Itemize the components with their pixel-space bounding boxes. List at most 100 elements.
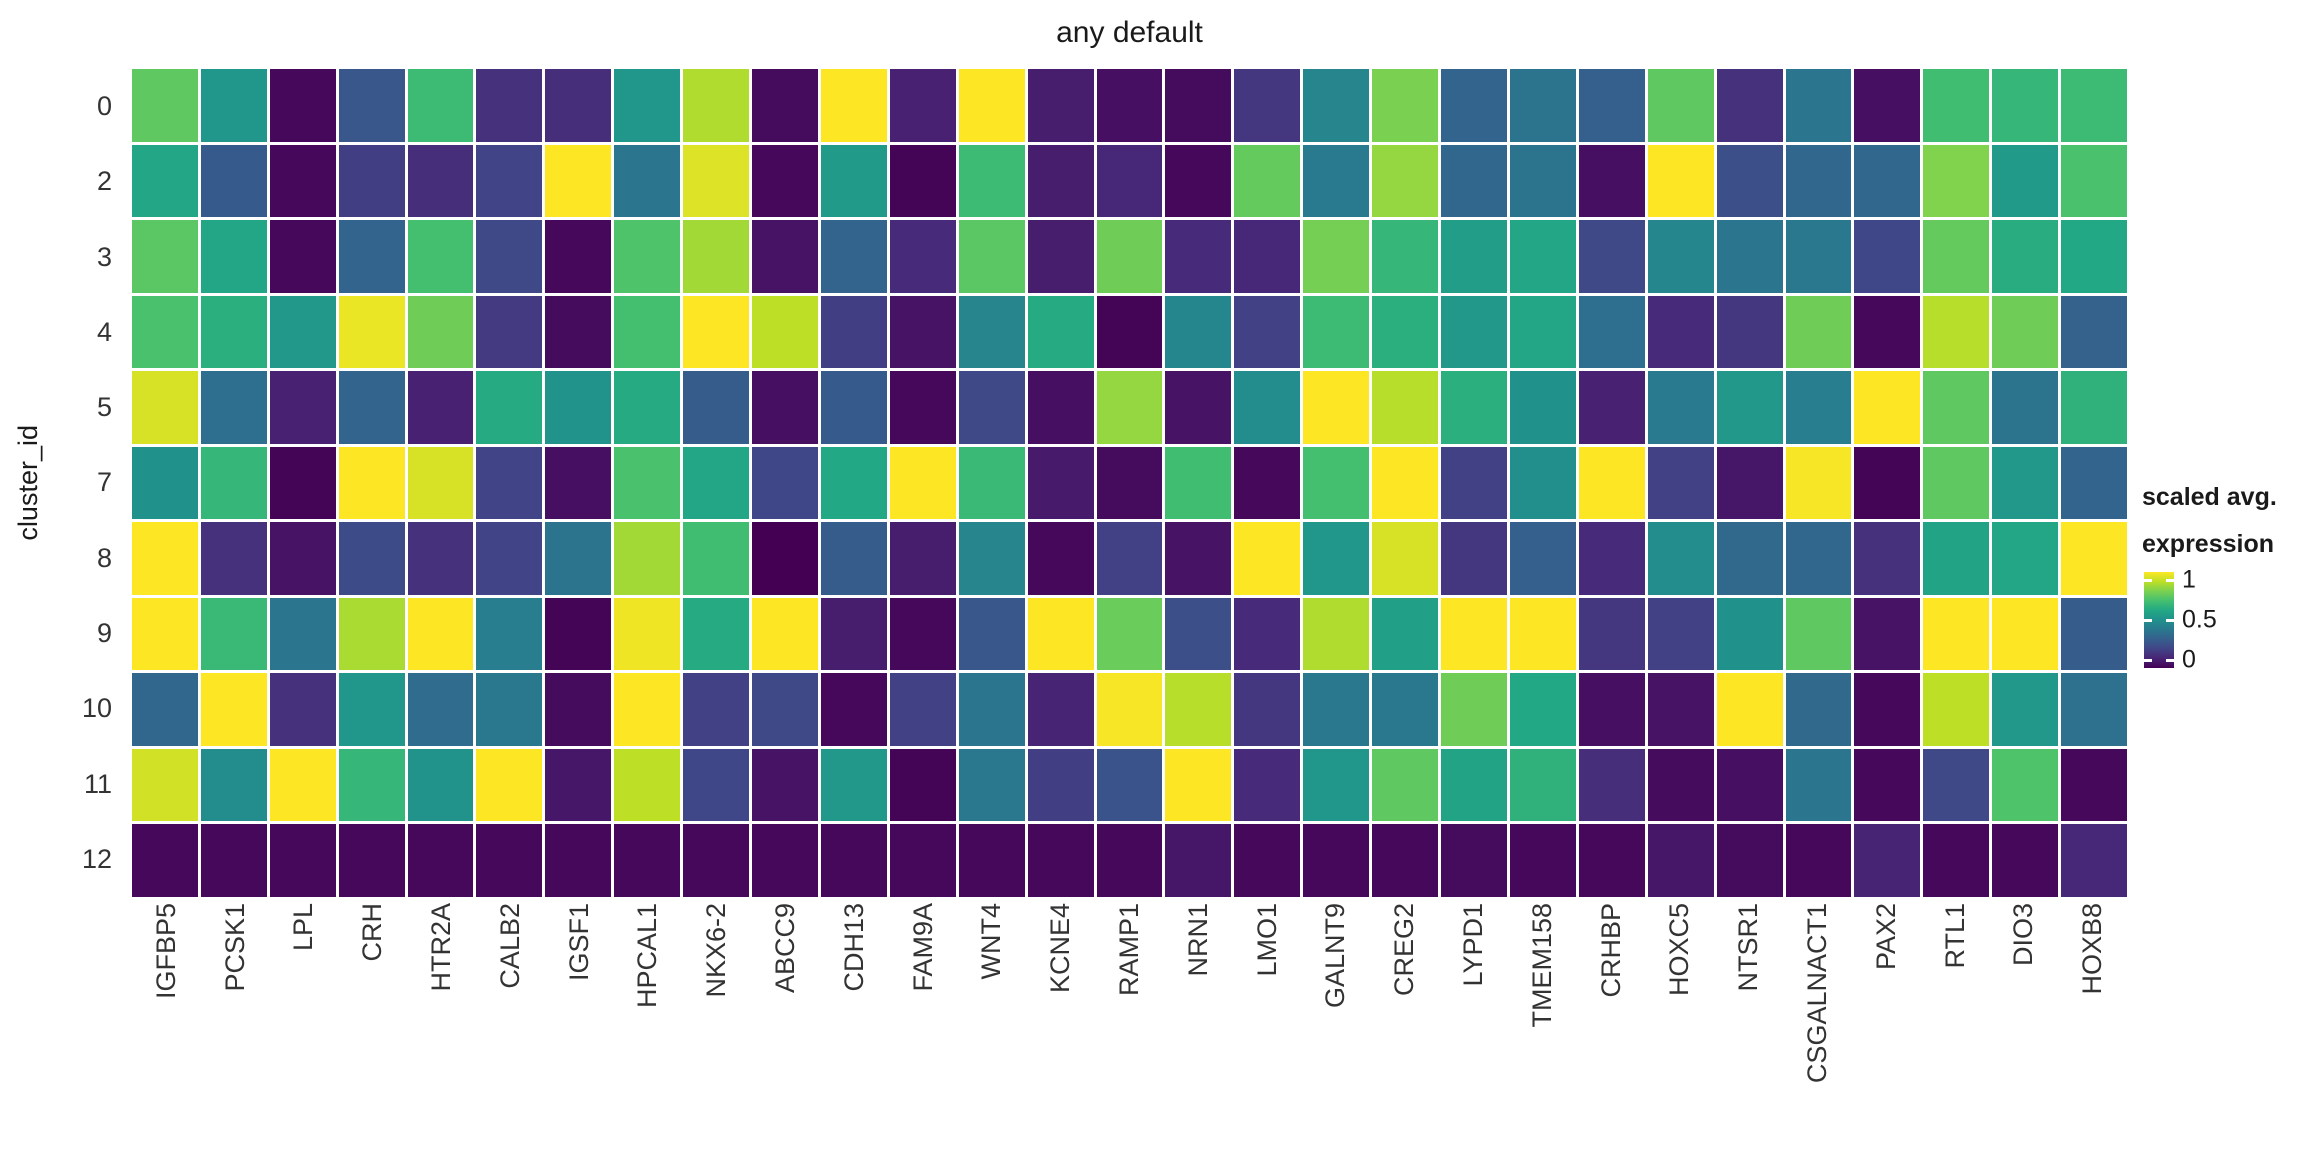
- heatmap-cell: [1165, 522, 1232, 595]
- heatmap-cell: [1647, 446, 1714, 520]
- x-tick-label-text: LYPD1: [1457, 903, 1488, 987]
- legend-title-line-2: expression: [2142, 530, 2275, 558]
- heatmap-cell: [269, 69, 336, 142]
- heatmap-cell: [132, 69, 198, 142]
- heatmap-cell: [338, 371, 405, 444]
- heatmap-cell: [1234, 824, 1301, 897]
- heatmap-cell: [820, 673, 887, 746]
- heatmap-cell: [132, 446, 198, 520]
- heatmap-cell: [1027, 69, 1094, 142]
- y-tick-label: 9: [96, 617, 112, 648]
- x-tick-label-text: CALB2: [494, 903, 525, 989]
- heatmap-cell: [407, 597, 474, 671]
- y-axis-tick-labels: 0 2 3 4 5 7 8 9 10 11 12: [0, 69, 122, 897]
- heatmap-cell: [958, 748, 1025, 822]
- heatmap-cell: [1992, 144, 2059, 218]
- heatmap-cell: [1785, 748, 1852, 822]
- heatmap-cell: [752, 446, 818, 520]
- heatmap-cell: [1785, 371, 1852, 444]
- heatmap-cell: [1716, 295, 1783, 369]
- heatmap-cell: [1096, 295, 1163, 369]
- heatmap-cell: [200, 597, 267, 671]
- heatmap-cell: [614, 69, 681, 142]
- heatmap-cell: [2061, 371, 2127, 444]
- heatmap-cell: [269, 144, 336, 218]
- heatmap-cell: [2061, 295, 2127, 369]
- heatmap-cell: [614, 597, 681, 671]
- heatmap-cell: [614, 295, 681, 369]
- heatmap-cell: [1441, 371, 1507, 444]
- heatmap-cell: [545, 220, 612, 293]
- heatmap-cell: [1992, 824, 2059, 897]
- heatmap-cell: [1716, 220, 1783, 293]
- heatmap-cell: [889, 597, 956, 671]
- heatmap-cell: [2061, 522, 2127, 595]
- heatmap-cell: [1647, 748, 1714, 822]
- heatmap-cell: [1165, 673, 1232, 746]
- heatmap-cell: [1992, 673, 2059, 746]
- heatmap-cell: [1716, 673, 1783, 746]
- heatmap-cell: [1165, 295, 1232, 369]
- heatmap-cell: [545, 673, 612, 746]
- heatmap-cell: [1372, 522, 1439, 595]
- heatmap-cell: [752, 220, 818, 293]
- heatmap-cell: [1096, 371, 1163, 444]
- heatmap-cell: [1096, 748, 1163, 822]
- heatmap-cell: [1509, 69, 1576, 142]
- heatmap-cell: [1647, 522, 1714, 595]
- heatmap-cell: [1578, 220, 1645, 293]
- heatmap-cell: [1372, 295, 1439, 369]
- heatmap-cell: [1509, 446, 1576, 520]
- heatmap-cell: [1165, 748, 1232, 822]
- legend-tick-dash: [2144, 618, 2152, 622]
- heatmap-cell: [1234, 673, 1301, 746]
- heatmap-cell: [1234, 597, 1301, 671]
- x-tick-label: LYPD1: [1439, 903, 1508, 1149]
- heatmap-cell: [1716, 748, 1783, 822]
- heatmap-cell: [958, 673, 1025, 746]
- heatmap-cell: [1234, 446, 1301, 520]
- heatmap-cell: [1854, 522, 1921, 595]
- legend-tick-dash: [2144, 578, 2152, 582]
- heatmap-cell: [1234, 220, 1301, 293]
- heatmap-cell: [1303, 295, 1370, 369]
- heatmap-cell: [269, 371, 336, 444]
- heatmap-cell: [683, 69, 750, 142]
- heatmap-cell: [132, 824, 198, 897]
- y-tick-label: 0: [96, 91, 112, 122]
- heatmap-cell: [338, 522, 405, 595]
- heatmap-cell: [132, 371, 198, 444]
- heatmap-cell: [683, 673, 750, 746]
- heatmap-cell: [1578, 446, 1645, 520]
- heatmap-cell: [1234, 748, 1301, 822]
- heatmap-cell: [1785, 220, 1852, 293]
- heatmap-cell: [200, 824, 267, 897]
- heatmap-cell: [1923, 748, 1990, 822]
- x-tick-label-text: ABCC9: [770, 903, 801, 994]
- heatmap-cell: [1303, 446, 1370, 520]
- heatmap-cell: [200, 69, 267, 142]
- heatmap-cell: [1854, 144, 1921, 218]
- x-tick-label: GALNT9: [1301, 903, 1370, 1149]
- heatmap-cell: [752, 144, 818, 218]
- heatmap-cell: [1303, 220, 1370, 293]
- y-tick-label: 4: [96, 316, 112, 347]
- heatmap-cell: [889, 824, 956, 897]
- heatmap-cell: [545, 748, 612, 822]
- heatmap-cell: [752, 69, 818, 142]
- x-tick-label: PCSK1: [201, 903, 270, 1149]
- x-tick-label-text: HTR2A: [426, 903, 457, 992]
- heatmap-cell: [269, 824, 336, 897]
- heatmap-cell: [338, 69, 405, 142]
- x-axis-tick-labels: IGFBP5 PCSK1 LPL CRH HTR2A CALB2 IGSF1 HPCAL1 NK…: [132, 903, 2127, 1149]
- heatmap-cell: [1027, 824, 1094, 897]
- heatmap-cell: [1096, 597, 1163, 671]
- heatmap-cell: [683, 295, 750, 369]
- heatmap-cell: [269, 295, 336, 369]
- heatmap-cell: [1441, 69, 1507, 142]
- heatmap-cell: [545, 824, 612, 897]
- heatmap-cell: [1785, 69, 1852, 142]
- heatmap-cell: [1027, 522, 1094, 595]
- heatmap-cell: [820, 69, 887, 142]
- heatmap-cell: [1234, 522, 1301, 595]
